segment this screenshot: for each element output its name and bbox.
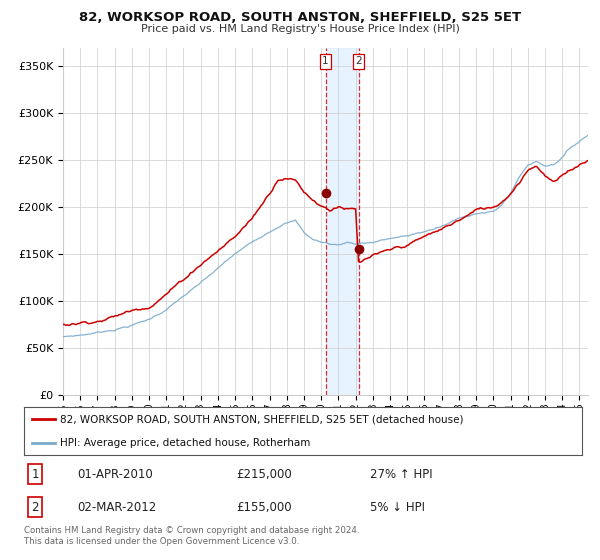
Text: Contains HM Land Registry data © Crown copyright and database right 2024.
This d: Contains HM Land Registry data © Crown c… [24, 526, 359, 546]
Text: 01-APR-2010: 01-APR-2010 [77, 468, 153, 480]
Text: 5% ↓ HPI: 5% ↓ HPI [370, 501, 425, 514]
Text: 2: 2 [31, 501, 39, 514]
Bar [325, 48, 359, 395]
Text: 1: 1 [31, 468, 39, 480]
Text: HPI: Average price, detached house, Rotherham: HPI: Average price, detached house, Roth… [60, 438, 311, 448]
Text: 2: 2 [355, 57, 362, 66]
Text: 82, WORKSOP ROAD, SOUTH ANSTON, SHEFFIELD, S25 5ET: 82, WORKSOP ROAD, SOUTH ANSTON, SHEFFIEL… [79, 11, 521, 24]
Text: £155,000: £155,000 [236, 501, 292, 514]
Text: 1: 1 [322, 57, 329, 66]
Text: 82, WORKSOP ROAD, SOUTH ANSTON, SHEFFIELD, S25 5ET (detached house): 82, WORKSOP ROAD, SOUTH ANSTON, SHEFFIEL… [60, 414, 464, 424]
Text: 02-MAR-2012: 02-MAR-2012 [77, 501, 156, 514]
Text: 27% ↑ HPI: 27% ↑ HPI [370, 468, 433, 480]
Text: £215,000: £215,000 [236, 468, 292, 480]
Text: Price paid vs. HM Land Registry's House Price Index (HPI): Price paid vs. HM Land Registry's House … [140, 24, 460, 34]
